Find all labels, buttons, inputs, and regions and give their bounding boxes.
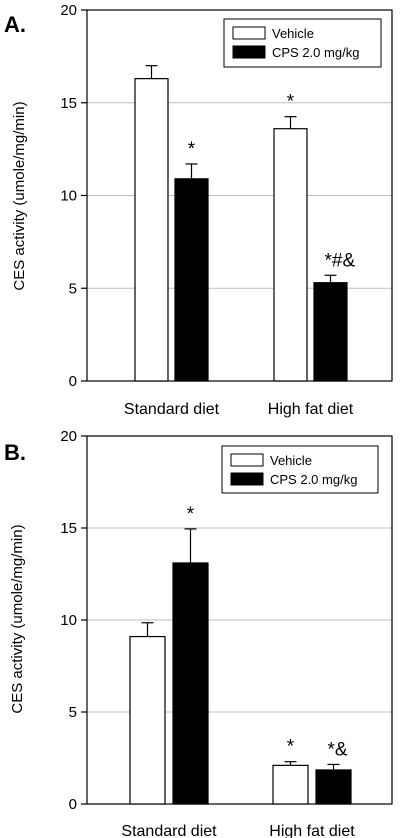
bar-vehicle-standard [134, 78, 169, 382]
legend-label: CPS 2.0 mg/kg [270, 472, 357, 487]
significance-marker: *& [328, 739, 348, 760]
bar-cps-high-fat [315, 769, 352, 805]
significance-marker: * [187, 504, 195, 525]
y-tick-label: 20 [60, 2, 77, 19]
y-tick-label: 20 [60, 428, 77, 445]
bar-cps-standard [174, 178, 209, 382]
bar-vehicle-standard [129, 635, 166, 805]
significance-marker: * [188, 139, 196, 160]
y-tick-label: 0 [69, 373, 77, 390]
y-tick-label: 15 [60, 95, 77, 112]
y-axis-title: CES activity (umole/mg/min) [11, 101, 28, 290]
chart-panel-a: A. 0 5 10 15 20 CES activity (umole/mg/min) * * *… [4, 2, 393, 418]
legend-swatch-vehicle [232, 26, 266, 40]
y-axis-title: CES activity (umole/mg/min) [9, 524, 26, 713]
y-tick-label: 15 [60, 520, 77, 537]
panel-label: B. [4, 440, 26, 465]
x-category-label: Standard diet [121, 823, 217, 838]
legend: Vehicle CPS 2.0 mg/kg [223, 18, 382, 68]
bar-vehicle-high-fat [273, 128, 308, 382]
panel-label: A. [4, 12, 26, 37]
x-category-label: High fat diet [268, 401, 354, 418]
bar-vehicle-high-fat [272, 764, 309, 805]
legend-label: Vehicle [270, 453, 312, 468]
y-tick-label: 10 [60, 612, 77, 629]
x-category-label: High fat diet [269, 823, 355, 838]
legend-label: Vehicle [272, 26, 314, 41]
legend-swatch-cps [230, 472, 264, 486]
legend-swatch-cps [232, 45, 266, 59]
significance-marker: * [287, 92, 295, 113]
legend-swatch-vehicle [230, 453, 264, 467]
x-category-label: Standard diet [124, 401, 220, 418]
significance-marker: * [287, 737, 295, 758]
bar-cps-high-fat [313, 282, 348, 382]
y-tick-label: 10 [60, 188, 77, 205]
chart-panel-b: B. 0 5 10 15 20 CES activity (umole/mg/min) * * *… [4, 428, 393, 838]
significance-marker: *#& [325, 250, 356, 271]
y-tick-label: 5 [69, 704, 77, 721]
y-tick-label: 0 [69, 796, 77, 813]
y-tick-label: 5 [69, 280, 77, 297]
legend-label: CPS 2.0 mg/kg [272, 45, 359, 60]
bar-cps-standard [172, 562, 209, 805]
legend: Vehicle CPS 2.0 mg/kg [221, 445, 379, 494]
